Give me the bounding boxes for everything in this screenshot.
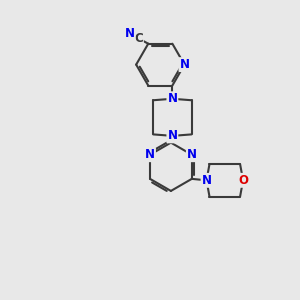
Text: N: N (187, 148, 197, 161)
Text: C: C (134, 32, 143, 45)
Text: N: N (167, 92, 177, 105)
Text: N: N (202, 174, 212, 187)
Text: N: N (124, 27, 135, 40)
Text: N: N (145, 148, 155, 161)
Text: N: N (179, 58, 190, 71)
Text: N: N (167, 129, 177, 142)
Text: O: O (238, 174, 248, 187)
